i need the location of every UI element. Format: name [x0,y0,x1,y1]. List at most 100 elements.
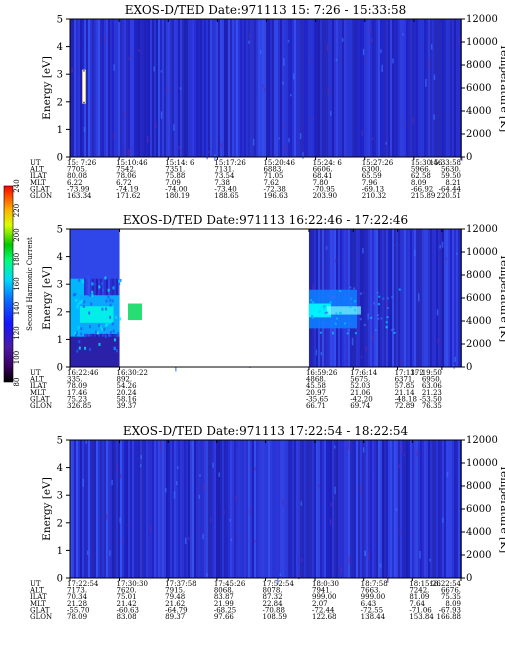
ephemeris-value: -64.44 [439,185,462,193]
ephemeris-value: 57.85 [395,382,415,390]
temperature-axis-label: Temperature [K] [498,254,505,342]
ephemeris-value: 15:10:46 [116,159,148,167]
ephemeris-value: 108.59 [263,613,288,621]
ephemeris-value: 7705. [67,166,87,174]
ephemeris-value: 7542. [116,166,136,174]
ephemeris-value: 8.21 [445,179,461,187]
energy-axis: 0 1 2 3 4 5 Energy [eV] [41,436,70,585]
ephemeris-value: 16:22:46 [67,369,99,377]
temperature-tick-label: 6000 [466,504,491,515]
ephemeris-label: MLT [30,389,46,397]
colorbar-tick-label: 220 [13,204,21,217]
ephemeris-value: 78.09 [67,382,87,390]
ephemeris-label: UT [30,369,41,377]
spectrogram-panels: EXOS-D/TED Date:971113 15: 7:26 - 15:33:… [29,3,505,621]
ephemeris-value: 18:22:54 [430,580,462,588]
ephemeris-value: 79.48 [165,593,185,601]
temperature-axis: 0 2000 4000 6000 8000 10000 12000 Temperature [… [461,14,505,163]
ephemeris-value: 6950. [422,376,442,384]
colorbar-scale [3,185,14,383]
ephemeris-label: ILAT [30,382,47,390]
ephemeris-label: GLON [30,613,52,621]
ephemeris-value: 188.65 [214,192,239,200]
ephemeris-value: 80.08 [67,172,87,180]
energy-tick-label: 5 [57,15,63,26]
temperature-tick-label: 2000 [466,550,491,561]
temperature-tick-label: 6000 [466,293,491,304]
temperature-axis-label: Temperature [K] [498,44,505,132]
panel-title: EXOS-D/TED Date:971113 15: 7:26 - 15:33:… [125,3,407,17]
ephemeris-value: 75.35 [441,593,461,601]
ephemeris-value: 72.89 [395,402,415,410]
ephemeris-value: 5630. [441,166,461,174]
temperature-axis: 0 2000 4000 6000 8000 10000 12000 Temperature [… [461,224,505,373]
ephemeris-value: -70.95 [313,185,335,193]
colorbar-tick-label: 80 [13,378,21,387]
ephemeris-value: 6300. [362,166,382,174]
ephemeris-value: 5966. [411,166,431,174]
panel-title: EXOS-D/TED Date:971113 17:22:54 - 18:22:… [123,424,409,438]
ephemeris-value: 122.68 [312,613,337,621]
temperature-tick-label: 8000 [466,60,491,71]
ephemeris-value: 78.06 [116,172,137,180]
ephemeris-value: 4868. [306,376,326,384]
ephemeris-value: 22.84 [263,600,284,608]
ephemeris-value: 5675. [350,376,370,384]
ephemeris-value: 7.62 [263,179,279,187]
ephemeris-value: 8.09 [445,600,461,608]
ephemeris-value: 70.34 [67,593,88,601]
ephemeris-value: 7663. [361,587,381,595]
ephemeris-value: -42.20 [350,395,372,403]
ephemeris-value: 7.80 [313,179,329,187]
energy-tick-label: 3 [57,70,63,81]
ephemeris-value: 83.08 [117,613,137,621]
energy-tick-label: 1 [57,335,63,346]
ephemeris-value: 7941. [312,587,332,595]
ephemeris-value: 17:19:50 [410,369,441,377]
ephemeris-value: 21.28 [67,600,87,608]
ephemeris-value: 15:14: 6 [165,159,195,167]
ephemeris-label: MLT [30,179,46,187]
ephemeris-label: ILAT [30,593,47,601]
ephemeris-label: GLON [30,402,52,410]
ephemeris-value: 8.09 [411,179,427,187]
ephemeris-value: 39.37 [117,402,137,410]
temperature-tick-label: 10000 [466,37,498,48]
ephemeris-value: 15:20:46 [263,159,295,167]
ephemeris-value: 17:30:30 [117,580,148,588]
ephemeris-value: -55.70 [67,606,89,614]
colorbar-tick-label: 240 [13,179,21,192]
ephemeris-label: ALT [29,376,44,384]
temperature-tick-label: 12000 [466,14,498,25]
temperature-tick-label: 2000 [466,129,491,140]
temperature-tick-label: 10000 [466,247,498,258]
energy-axis-label: Energy [eV] [41,266,53,330]
temperature-tick-label: 2000 [466,339,491,350]
ephemeris-value: -53.50 [419,395,441,403]
ephemeris-value: 17:13: 2 [395,369,424,377]
ephemeris-value: 7.09 [165,179,181,187]
ephemeris-value: 163.34 [67,192,92,200]
temperature-tick-label: 8000 [466,270,491,281]
temperature-tick-label: 8000 [466,481,491,492]
ephemeris-value: 21.06 [350,389,371,397]
ephemeris-value: 999.00 [312,593,337,601]
ephemeris-value: 7173. [67,587,87,595]
ephemeris-value: 76.35 [422,402,442,410]
ephemeris-value: 6883. [263,166,283,174]
colorbar-tick-label: 100 [13,351,21,364]
energy-axis-label: Energy [eV] [41,56,53,120]
ephemeris-value: 2.07 [312,600,328,608]
ephemeris-value: 7915. [165,587,185,595]
temperature-tick-label: 10000 [466,458,498,469]
ephemeris-value: 7.64 [409,600,425,608]
energy-tick-label: 0 [57,363,63,374]
ephemeris-value: 7.38 [214,179,230,187]
ephemeris-value: 17:52:54 [263,580,295,588]
ephemeris-value: -66.92 [411,185,433,193]
temperature-tick-label: 4000 [466,316,491,327]
ephemeris-value: 78.09 [67,613,87,621]
ephemeris-value: 180.19 [165,192,190,200]
